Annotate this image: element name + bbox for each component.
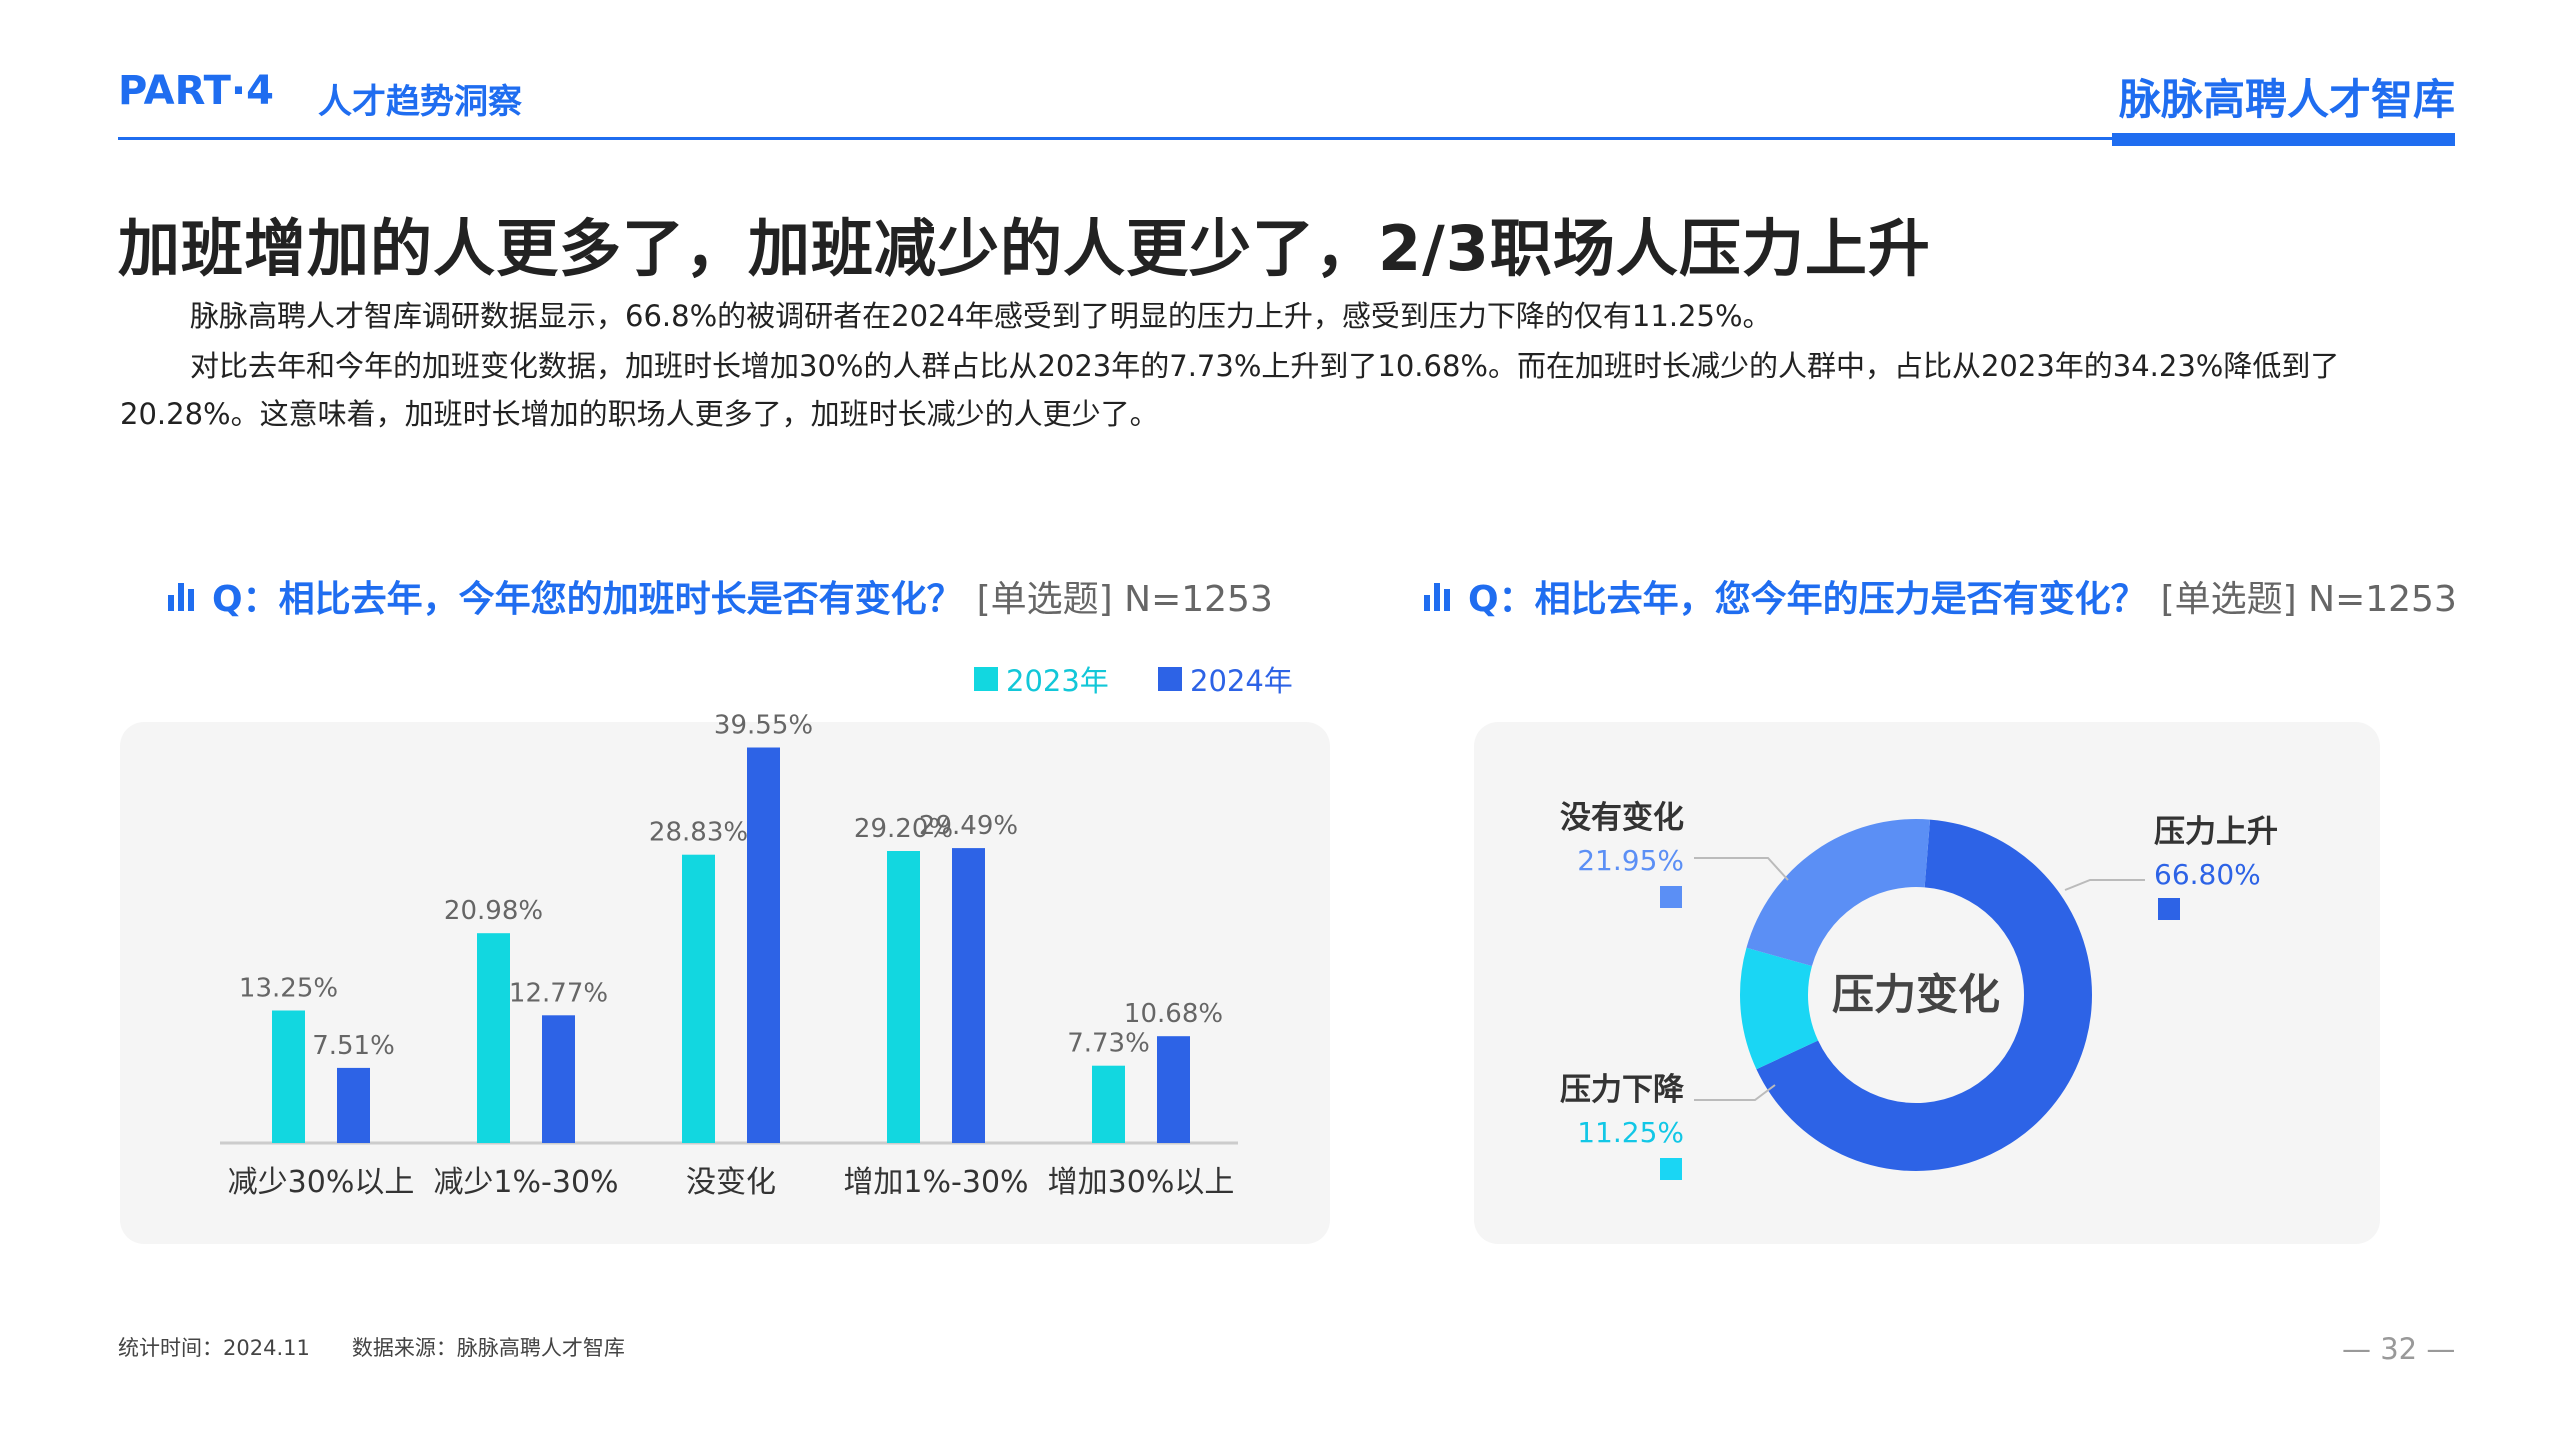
part-label: PART·4 [118, 68, 274, 114]
slice-value: 21.95% [1577, 844, 1684, 877]
bar-2023 [1092, 1065, 1125, 1143]
data-label: 7.51% [312, 1031, 395, 1061]
question-title-overtime: Q：相比去年，今年您的加班时长是否有变化？ [单选题] N=1253 [168, 570, 1273, 622]
leader-line [1694, 1084, 1776, 1101]
slice-label: 没有变化 [1560, 800, 1684, 836]
question-meta: [单选题] N=1253 [2160, 579, 2457, 620]
legend-item-2023: 2023年 [974, 658, 1109, 700]
bar-2024 [542, 1015, 575, 1143]
bar-2023 [682, 854, 715, 1143]
question-meta: [单选题] N=1253 [976, 579, 1273, 620]
category-label: 减少1%-30% [433, 1165, 618, 1200]
leader-line [1694, 857, 1789, 881]
data-label: 29.49% [919, 811, 1018, 841]
bar-2024 [1157, 1036, 1190, 1143]
data-label: 12.77% [509, 978, 608, 1008]
category-label: 增加1%-30% [843, 1165, 1028, 1200]
body-paragraph: 脉脉高聘人才智库调研数据显示，66.8%的被调研者在2024年感受到了明显的压力… [190, 299, 1772, 333]
section-title: 人才趋势洞察 [318, 82, 522, 122]
legend-swatch [1158, 667, 1182, 691]
header-accent-bar [2112, 133, 2455, 146]
slice-swatch [1660, 1158, 1682, 1180]
page-title: 加班增加的人更多了，加班减少的人更少了，2/3职场人压力上升 [118, 212, 1931, 285]
slice-label: 压力下降 [1560, 1072, 1685, 1108]
bar-2024 [952, 848, 985, 1143]
slice-value: 66.80% [2154, 858, 2261, 891]
data-label: 10.68% [1124, 999, 1223, 1029]
overtime-chart-panel [120, 722, 1330, 1244]
data-label: 39.55% [714, 711, 813, 741]
legend-label: 2023年 [1006, 664, 1109, 698]
bar-2024 [337, 1067, 370, 1143]
data-label: 7.73% [1067, 1029, 1150, 1059]
data-label: 13.25% [239, 974, 338, 1004]
bar-2023 [887, 851, 920, 1143]
donut-center-title: 压力变化 [1832, 970, 2000, 1019]
leader-line [2064, 879, 2145, 891]
bar-chart-icon [168, 581, 194, 611]
data-label: 28.83% [649, 818, 748, 848]
brand-title: 脉脉高聘人才智库 [2118, 75, 2455, 124]
bar-2024 [747, 747, 780, 1143]
body-paragraph: 对比去年和今年的加班变化数据，加班时长增加30%的人群占比从2023年的7.73… [120, 349, 2340, 431]
donut-slice [1746, 819, 1931, 967]
donut-slice [1756, 819, 2092, 1171]
legend-swatch [974, 667, 998, 691]
category-label: 增加30%以上 [1048, 1165, 1235, 1200]
donut-slice [1740, 947, 1819, 1070]
page-number: — 32 — [2342, 1332, 2456, 1366]
slice-swatch [1660, 886, 1682, 908]
legend-label: 2024年 [1190, 664, 1293, 698]
data-label: 20.98% [444, 896, 543, 926]
slice-value: 11.25% [1577, 1116, 1684, 1149]
question-text: Q：相比去年，今年您的加班时长是否有变化？ [212, 579, 963, 620]
bar-2023 [477, 933, 510, 1143]
header-divider [118, 137, 2455, 140]
category-label: 没变化 [686, 1165, 776, 1200]
legend-item-2024: 2024年 [1158, 658, 1293, 700]
data-label: 29.20% [854, 814, 953, 844]
bar-chart-icon [1424, 581, 1450, 611]
slice-swatch [2158, 898, 2180, 920]
bar-2023 [272, 1010, 305, 1143]
footnote: 统计时间：2024.11 数据来源：脉脉高聘人才智库 [118, 1336, 625, 1360]
question-title-pressure: Q：相比去年，您今年的压力是否有变化？ [单选题] N=1253 [1424, 570, 2457, 622]
slice-label: 压力上升 [2154, 814, 2278, 850]
category-label: 减少30%以上 [228, 1165, 415, 1200]
question-text: Q：相比去年，您今年的压力是否有变化？ [1468, 579, 2147, 620]
